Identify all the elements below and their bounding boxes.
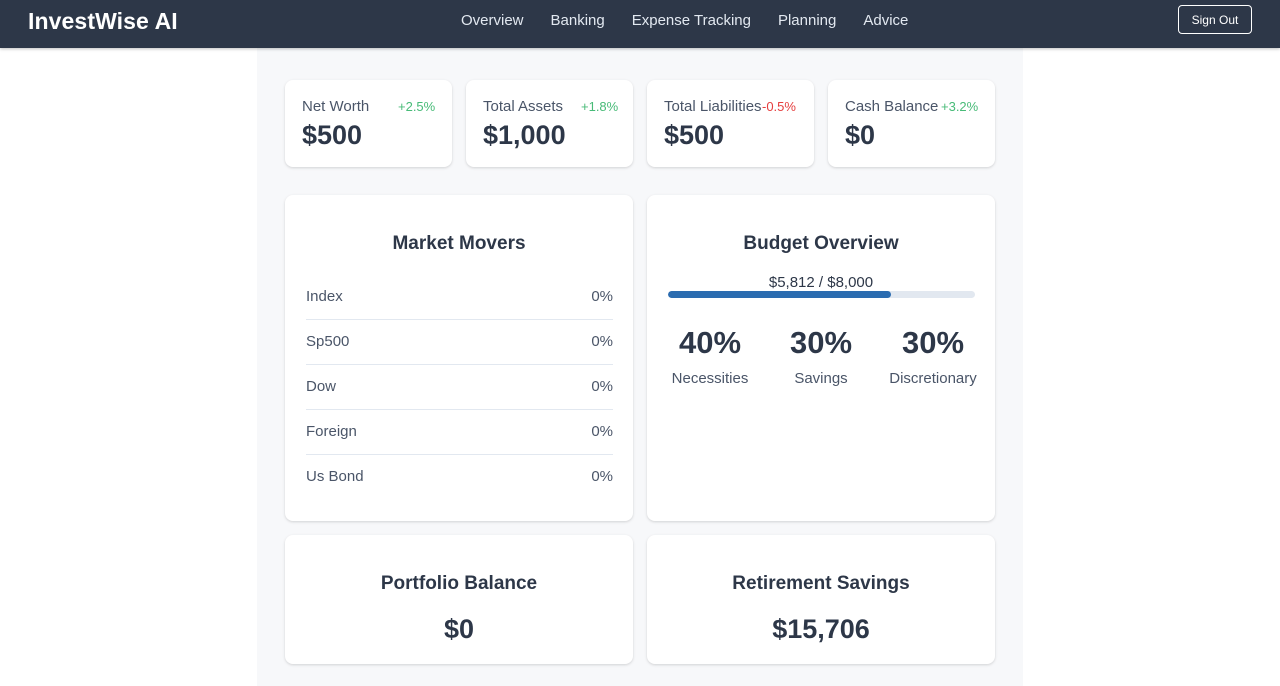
brand-logo[interactable]: InvestWise AI	[28, 8, 178, 34]
stat-card-total-liabilities: Total Liabilities -0.5% $500	[647, 80, 814, 167]
mover-name: Index	[306, 288, 343, 305]
mover-name: Foreign	[306, 423, 357, 440]
mover-value: 0%	[591, 468, 613, 485]
stat-label: Total Liabilities	[664, 98, 762, 115]
nav-expense-tracking[interactable]: Expense Tracking	[631, 12, 751, 29]
list-item: Dow 0%	[306, 365, 613, 410]
budget-progress-fill	[668, 291, 892, 298]
stat-value: $0	[845, 120, 876, 150]
market-movers-card: Market Movers Index 0% Sp500 0% Dow 0% F…	[285, 195, 633, 521]
nav-banking[interactable]: Banking	[550, 12, 605, 29]
stat-card-cash-balance: Cash Balance +3.2% $0	[828, 80, 995, 167]
stat-value: $500	[664, 120, 725, 150]
card-title: Market Movers	[392, 233, 526, 254]
stat-label: Total Assets	[483, 98, 564, 115]
portfolio-value: $0	[443, 614, 475, 644]
nav-planning[interactable]: Planning	[777, 12, 837, 29]
card-title: Budget Overview	[743, 233, 899, 254]
split-label: Necessities	[671, 370, 749, 387]
retirement-savings-card: Retirement Savings $15,706	[647, 535, 995, 664]
mover-value: 0%	[591, 423, 613, 440]
budget-split-necessities: 40% Necessities	[654, 325, 766, 387]
budget-progress-bar	[668, 291, 975, 298]
stat-change: +3.2%	[941, 99, 979, 114]
dashboard-content: Net Worth +2.5% $500 Total Assets +1.8% …	[257, 48, 1023, 686]
list-item: Sp500 0%	[306, 320, 613, 365]
stat-label: Net Worth	[302, 98, 370, 115]
stat-change: +1.8%	[581, 99, 619, 114]
split-percent: 30%	[901, 325, 965, 360]
budget-split-savings: 30% Savings	[765, 325, 877, 387]
split-label: Savings	[794, 370, 848, 387]
nav-advice[interactable]: Advice	[863, 12, 909, 29]
mover-value: 0%	[591, 288, 613, 305]
stat-label: Cash Balance	[845, 98, 939, 115]
nav-overview[interactable]: Overview	[461, 12, 524, 29]
mover-name: Sp500	[306, 333, 350, 350]
main-nav: Overview Banking Expense Tracking Planni…	[461, 12, 935, 29]
portfolio-balance-card: Portfolio Balance $0	[285, 535, 633, 664]
sign-out-button[interactable]: Sign Out	[1178, 5, 1252, 34]
list-item: Foreign 0%	[306, 410, 613, 455]
split-percent: 40%	[678, 325, 742, 360]
stat-change: +2.5%	[398, 99, 436, 114]
mover-name: Us Bond	[306, 468, 364, 485]
list-item: Us Bond 0%	[306, 455, 613, 500]
stat-card-net-worth: Net Worth +2.5% $500	[285, 80, 452, 167]
stat-card-total-assets: Total Assets +1.8% $1,000	[466, 80, 633, 167]
budget-split-discretionary: 30% Discretionary	[877, 325, 989, 387]
budget-amount: $5,812 / $8,000	[768, 274, 874, 291]
top-navbar: InvestWise AI Overview Banking Expense T…	[0, 0, 1280, 48]
stat-change: -0.5%	[762, 99, 796, 114]
card-title: Portfolio Balance	[380, 573, 538, 594]
mover-value: 0%	[591, 333, 613, 350]
stat-value: $500	[302, 120, 363, 150]
stat-value: $1,000	[483, 120, 566, 150]
split-percent: 30%	[789, 325, 853, 360]
retirement-value: $15,706	[772, 614, 870, 644]
card-title: Retirement Savings	[732, 573, 910, 594]
list-item: Index 0%	[306, 275, 613, 320]
mover-value: 0%	[591, 378, 613, 395]
mover-name: Dow	[306, 378, 337, 395]
split-label: Discretionary	[889, 370, 977, 387]
budget-overview-card: Budget Overview $5,812 / $8,000 40% Nece…	[647, 195, 995, 521]
